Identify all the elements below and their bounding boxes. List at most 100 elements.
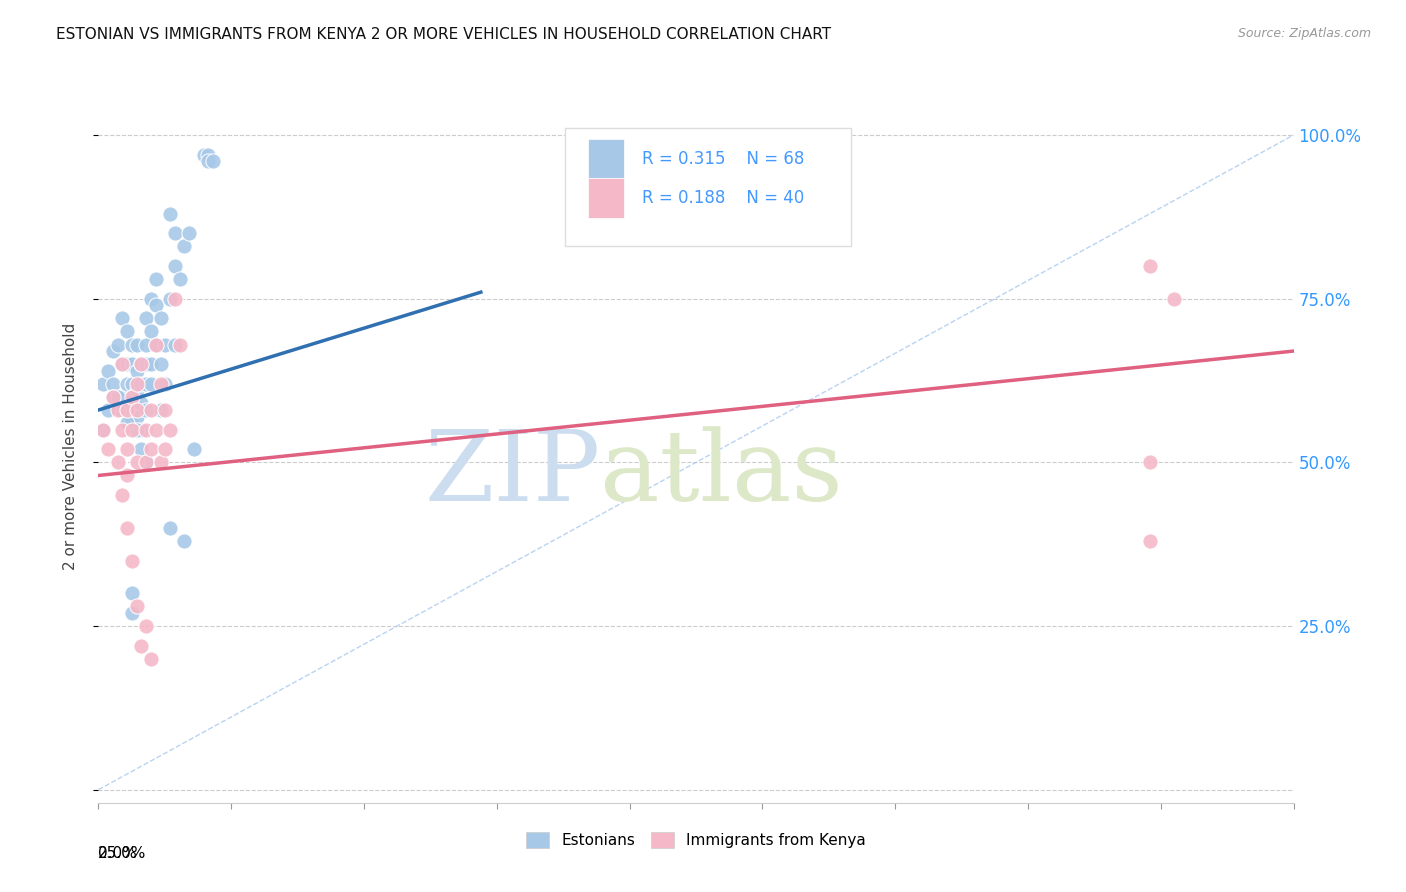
Point: [1163, 292, 1185, 306]
Point: [101, 390, 124, 404]
Point: [135, 619, 157, 633]
Text: R = 0.188    N = 40: R = 0.188 N = 40: [643, 189, 804, 207]
Point: [97, 364, 120, 378]
FancyBboxPatch shape: [589, 139, 624, 178]
Point: [173, 239, 195, 253]
Point: [145, 337, 167, 351]
Point: [131, 442, 153, 457]
Point: [155, 337, 177, 351]
Point: [97, 403, 120, 417]
Point: [115, 416, 138, 430]
Point: [183, 442, 205, 457]
Point: [121, 586, 143, 600]
Text: atlas: atlas: [600, 426, 844, 523]
Y-axis label: 2 or more Vehicles in Household: 2 or more Vehicles in Household: [63, 322, 77, 570]
Point: [107, 337, 129, 351]
Point: [135, 357, 157, 371]
Text: ZIP: ZIP: [425, 426, 600, 523]
Point: [1139, 455, 1161, 469]
Point: [107, 390, 129, 404]
Point: [131, 357, 153, 371]
Point: [111, 311, 134, 326]
Point: [91, 423, 114, 437]
Point: [131, 396, 153, 410]
Point: [121, 409, 143, 424]
Point: [149, 311, 172, 326]
Legend: Estonians, Immigrants from Kenya: Estonians, Immigrants from Kenya: [519, 824, 873, 855]
Point: [115, 325, 138, 339]
Point: [1139, 533, 1161, 548]
Point: [1139, 259, 1161, 273]
Text: ESTONIAN VS IMMIGRANTS FROM KENYA 2 OR MORE VEHICLES IN HOUSEHOLD CORRELATION CH: ESTONIAN VS IMMIGRANTS FROM KENYA 2 OR M…: [56, 27, 831, 42]
Point: [107, 455, 129, 469]
Point: [115, 403, 138, 417]
Point: [139, 442, 162, 457]
Point: [163, 337, 186, 351]
Point: [135, 403, 157, 417]
Point: [149, 357, 172, 371]
Point: [145, 298, 167, 312]
FancyBboxPatch shape: [589, 178, 624, 218]
Point: [159, 423, 181, 437]
Point: [163, 226, 186, 240]
Point: [155, 376, 177, 391]
Point: [139, 376, 162, 391]
Point: [121, 337, 143, 351]
Point: [139, 652, 162, 666]
Point: [193, 147, 215, 161]
Point: [169, 337, 191, 351]
Point: [125, 403, 148, 417]
Point: [149, 455, 172, 469]
Point: [111, 423, 134, 437]
Point: [121, 423, 143, 437]
Point: [131, 357, 153, 371]
Point: [97, 442, 120, 457]
Point: [139, 325, 162, 339]
Point: [125, 364, 148, 378]
Point: [125, 599, 148, 614]
Point: [115, 376, 138, 391]
Point: [115, 442, 138, 457]
Point: [125, 384, 148, 398]
Point: [139, 292, 162, 306]
Point: [202, 154, 225, 169]
Point: [91, 376, 114, 391]
Point: [115, 468, 138, 483]
Point: [121, 390, 143, 404]
Point: [121, 553, 143, 567]
Point: [125, 376, 148, 391]
Text: R = 0.315    N = 68: R = 0.315 N = 68: [643, 150, 804, 168]
Point: [135, 337, 157, 351]
Point: [115, 357, 138, 371]
Point: [115, 521, 138, 535]
Point: [131, 639, 153, 653]
Point: [107, 403, 129, 417]
Point: [111, 488, 134, 502]
Point: [125, 337, 148, 351]
Point: [163, 259, 186, 273]
Point: [169, 272, 191, 286]
Point: [149, 376, 172, 391]
FancyBboxPatch shape: [565, 128, 852, 246]
Point: [125, 455, 148, 469]
Point: [91, 423, 114, 437]
Point: [135, 455, 157, 469]
Text: 0.0%: 0.0%: [98, 846, 138, 861]
Point: [197, 147, 219, 161]
Point: [111, 403, 134, 417]
Point: [159, 292, 181, 306]
Point: [179, 226, 201, 240]
Point: [149, 403, 172, 417]
Point: [131, 423, 153, 437]
Point: [155, 403, 177, 417]
Point: [101, 390, 124, 404]
Point: [111, 357, 134, 371]
Point: [131, 376, 153, 391]
Point: [163, 292, 186, 306]
Point: [101, 344, 124, 359]
Point: [139, 357, 162, 371]
Point: [155, 442, 177, 457]
Point: [121, 357, 143, 371]
Point: [173, 533, 195, 548]
Point: [121, 376, 143, 391]
